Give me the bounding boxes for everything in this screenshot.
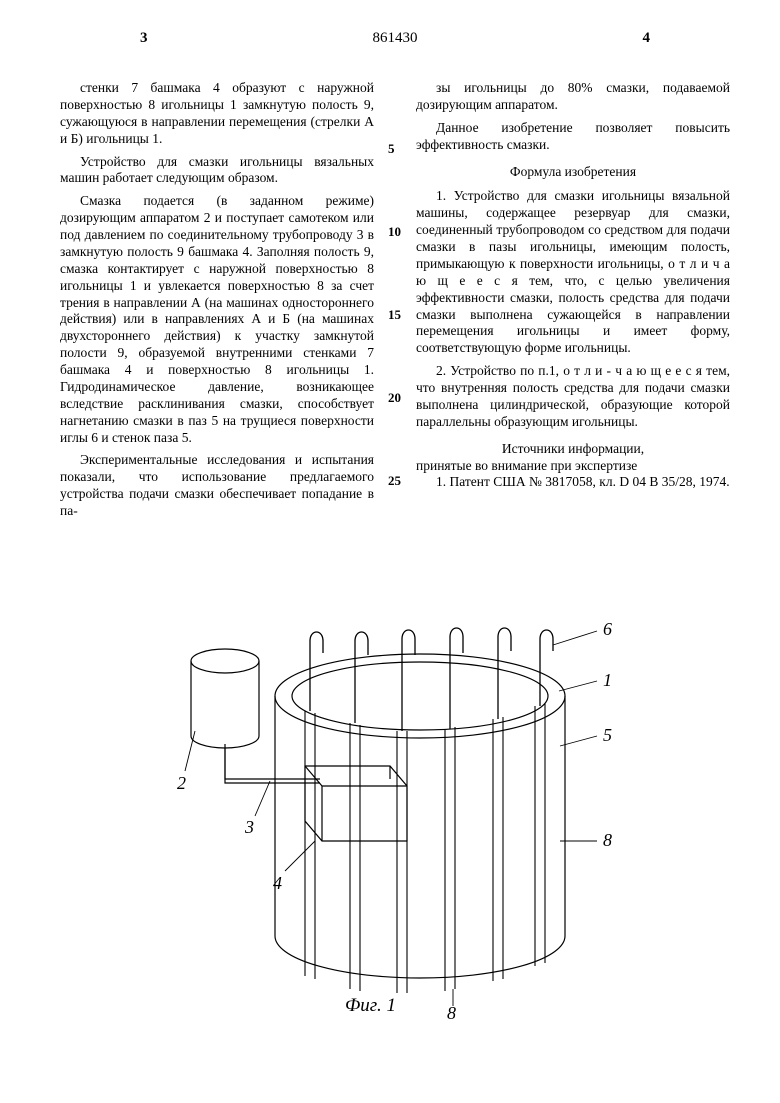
page-number-left: 3 — [140, 30, 148, 47]
para: Смазка подается (в заданном режиме) дози… — [60, 193, 374, 446]
text-columns: стенки 7 башмака 4 образуют с наружной п… — [60, 80, 730, 526]
figure-svg: 6 1 5 8 2 3 4 8 Фиг. 1 — [155, 541, 635, 1021]
line-mark: 5 — [388, 142, 395, 155]
line-mark: 20 — [388, 391, 401, 404]
sources-subtitle: принятые во внимание при экспертизе — [416, 458, 730, 475]
page-number-right: 4 — [643, 30, 651, 47]
line-mark: 25 — [388, 474, 401, 487]
figure-1: 6 1 5 8 2 3 4 8 Фиг. 1 — [60, 541, 730, 1021]
formula-title: Формула изобретения — [416, 164, 730, 181]
document-number: 861430 — [373, 30, 418, 47]
callout-5: 5 — [603, 725, 612, 745]
right-column: зы игольницы до 80% смазки, подаваемой д… — [416, 80, 730, 526]
figure-label: Фиг. 1 — [345, 995, 396, 1016]
para: Экспериментальные исследования и испытан… — [60, 452, 374, 520]
header: 3 861430 4 — [60, 30, 730, 70]
callout-1: 1 — [603, 670, 612, 690]
claim: 1. Устройство для смазки игольницы вязал… — [416, 188, 730, 357]
callout-8-right: 8 — [603, 830, 612, 850]
callout-8-bottom: 8 — [447, 1003, 456, 1021]
patent-page: 3 861430 4 стенки 7 башмака 4 образуют с… — [0, 0, 780, 1103]
callout-6: 6 — [603, 619, 612, 639]
para: стенки 7 башмака 4 образуют с наружной п… — [60, 80, 374, 148]
callout-2: 2 — [177, 773, 186, 793]
source-entry: 1. Патент США № 3817058, кл. D 04 B 35/2… — [416, 474, 730, 491]
callout-4: 4 — [273, 873, 282, 893]
para: Устройство для смазки игольницы вязальны… — [60, 154, 374, 188]
sources-title: Источники информации, — [416, 441, 730, 458]
line-mark: 15 — [388, 308, 401, 321]
claim: 2. Устройство по п.1, о т л и - ч а ю щ … — [416, 363, 730, 431]
para: Данное изобретение позволяет повысить эф… — [416, 120, 730, 154]
para: зы игольницы до 80% смазки, подаваемой д… — [416, 80, 730, 114]
callout-3: 3 — [244, 817, 254, 837]
line-number-gutter: 5 10 15 20 25 — [386, 80, 404, 526]
left-column: стенки 7 башмака 4 образуют с наружной п… — [60, 80, 374, 526]
line-mark: 10 — [388, 225, 401, 238]
